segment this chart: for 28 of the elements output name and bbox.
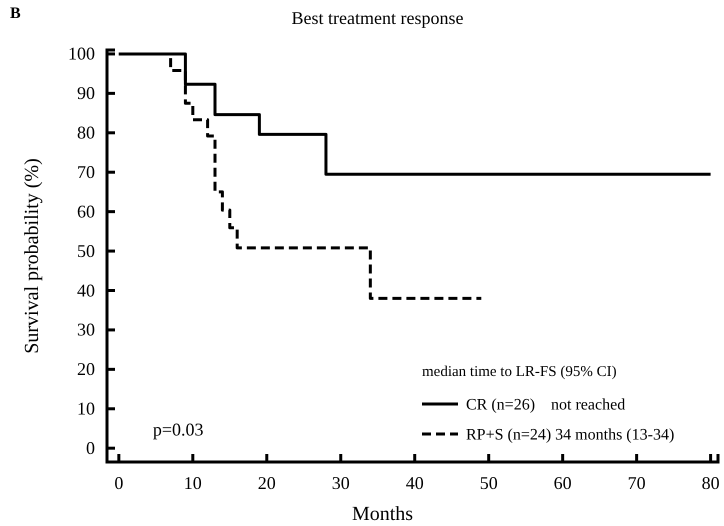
x-tick-label: 70 [628,472,646,493]
y-tick-label: 40 [77,280,95,300]
text: B [10,5,21,22]
y-tick-label: 80 [77,122,95,143]
y-tick-label: 30 [77,320,95,340]
x-tick-label: 10 [184,472,202,493]
chart-title: Best treatment response [292,8,464,28]
y-tick-label: 90 [77,83,95,104]
x-tick-label: 50 [480,472,498,493]
x-tick-label: 40 [406,472,424,493]
x-tick-label: 0 [114,472,124,493]
y-tick-label: 70 [77,162,95,182]
legend-label: RP+S (n=24) 34 months (13-34) [466,426,674,444]
y-tick-label: 10 [77,398,95,419]
x-tick-label: 20 [258,472,276,493]
y-tick-label: 50 [77,240,95,261]
x-tick-label: 30 [332,472,350,493]
x-tick-label: 60 [554,472,572,493]
x-tick-label: 80 [702,472,720,493]
y-tick-label: 0 [86,438,95,458]
y-tick-label: 60 [77,201,95,222]
x-axis-title: Months [352,503,414,525]
legend-label: CR (n=26) not reached [466,396,626,414]
y-axis-title: Survival probability (%) [21,158,43,354]
legend-title: median time to LR-FS (95% CI) [422,364,617,380]
annotation: p=0.03 [152,419,204,440]
y-tick-label: 100 [68,44,95,64]
y-tick-label: 20 [77,359,95,380]
